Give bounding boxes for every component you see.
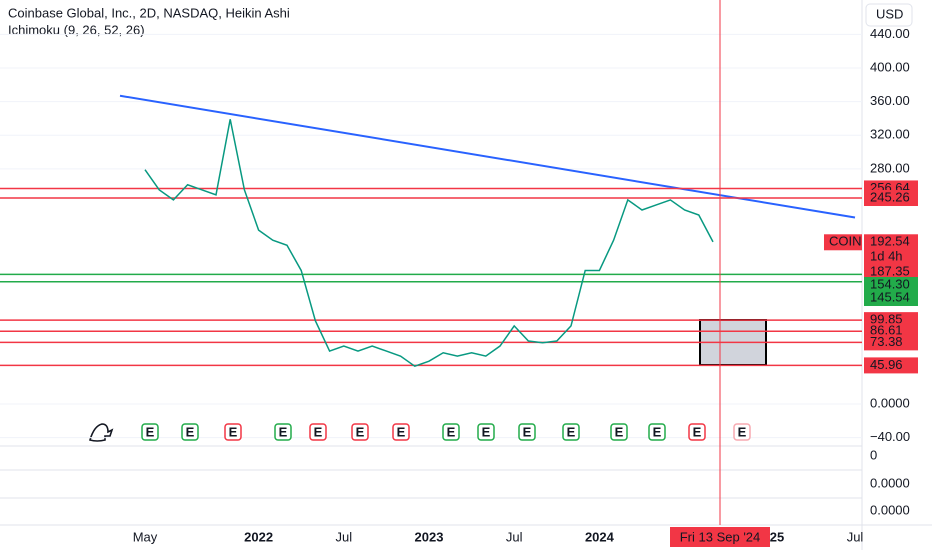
event-label: E xyxy=(279,424,288,439)
currency-button[interactable] xyxy=(865,3,913,27)
event-badge xyxy=(610,423,628,441)
crosshair-label: Fri 13 Sep '24 xyxy=(680,529,761,544)
event-badge xyxy=(562,423,580,441)
event-label: E xyxy=(693,424,702,439)
event-badge xyxy=(274,423,292,441)
x-tick-label: Jul xyxy=(506,529,523,544)
y-tick-label: 320.00 xyxy=(870,127,910,142)
indicator-label: Ichimoku (9, 26, 52, 26) xyxy=(8,22,145,37)
event-label: E xyxy=(567,424,576,439)
y-tick-label: 280.00 xyxy=(870,160,910,175)
pane-tick-label: 0.0000 xyxy=(870,502,910,517)
event-label: E xyxy=(738,424,747,439)
event-label: E xyxy=(523,424,532,439)
event-label: E xyxy=(615,424,624,439)
y-tick-label: 440.00 xyxy=(870,26,910,41)
x-tick-label: 2023 xyxy=(415,529,444,544)
x-tick-label: 2024 xyxy=(585,529,615,544)
level-label-bg xyxy=(864,290,918,306)
event-label: E xyxy=(314,424,323,439)
symbol-tag: COIN xyxy=(829,234,862,249)
level-label: 245.26 xyxy=(870,189,910,204)
level-label-bg xyxy=(864,334,918,351)
y-tick-label: 400.00 xyxy=(870,59,910,74)
event-badge xyxy=(351,423,369,441)
extra-price-label: 187.35 xyxy=(870,264,910,279)
symbol-tag-bg xyxy=(824,234,862,251)
trendline xyxy=(119,94,856,219)
level-label: 145.54 xyxy=(870,289,910,304)
event-label: E xyxy=(356,424,365,439)
x-tick-label: 2022 xyxy=(244,529,273,544)
pane-tick-label: 0 xyxy=(870,447,877,462)
y-tick-label: −40.00 xyxy=(870,429,910,444)
x-tick-label: Jul xyxy=(335,529,352,544)
pane-tick-label: 0.0000 xyxy=(870,475,910,490)
price-line xyxy=(144,119,714,368)
level-label: 73.38 xyxy=(870,334,903,349)
last-price: 192.54 xyxy=(870,234,910,249)
chart-title: Coinbase Global, Inc., 2D, NASDAQ, Heiki… xyxy=(8,5,290,20)
event-label: E xyxy=(146,424,155,439)
event-label: E xyxy=(229,424,238,439)
x-tick-label: May xyxy=(133,529,158,544)
event-label: E xyxy=(482,424,491,439)
event-badge xyxy=(518,423,536,441)
event-badge xyxy=(442,423,460,441)
event-badge xyxy=(141,423,159,441)
last-price-bg xyxy=(864,234,918,283)
event-label: E xyxy=(447,424,456,439)
event-badge xyxy=(688,423,706,441)
event-badge xyxy=(648,423,666,441)
x-tick-label: Jul xyxy=(847,529,864,544)
currency[interactable]: USD xyxy=(876,6,903,21)
y-tick-label: 0.0000 xyxy=(870,395,910,410)
crosshair-label-bg xyxy=(670,527,770,547)
event-label: E xyxy=(186,424,195,439)
level-label-bg xyxy=(864,277,918,293)
event-label: E xyxy=(397,424,406,439)
event-badge xyxy=(477,423,495,441)
event-badge xyxy=(309,423,327,441)
level-label-bg xyxy=(864,357,918,374)
event-badge xyxy=(733,423,751,441)
level-label: 99.85 xyxy=(870,312,903,327)
level-label: 154.30 xyxy=(870,276,910,291)
level-label-bg xyxy=(864,190,918,207)
event-badge xyxy=(181,423,199,441)
tv-logo xyxy=(89,423,114,442)
y-tick-label: 360.00 xyxy=(870,93,910,108)
event-badge xyxy=(392,423,410,441)
event-label: E xyxy=(653,424,662,439)
level-label: 86.61 xyxy=(870,323,903,338)
countdown: 1d 4h xyxy=(870,249,903,264)
event-badge xyxy=(224,423,242,441)
level-label: 45.96 xyxy=(870,357,903,372)
